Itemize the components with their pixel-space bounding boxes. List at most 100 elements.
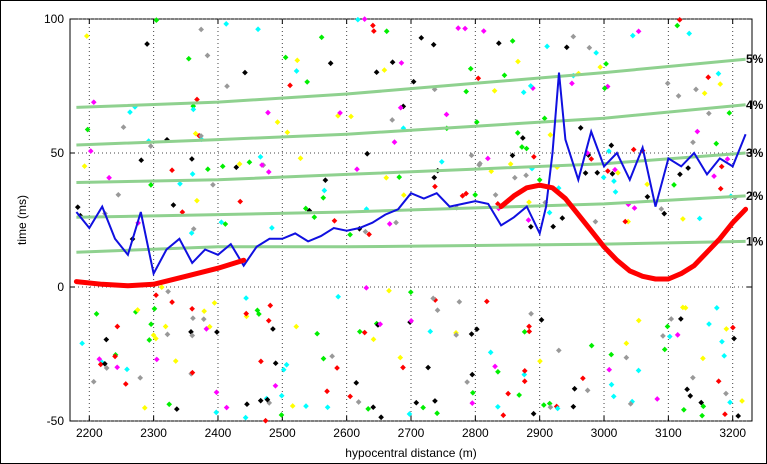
scatter-point xyxy=(280,366,287,373)
scatter-point xyxy=(355,16,361,23)
scatter-point xyxy=(243,310,250,317)
scatter-point xyxy=(715,378,722,385)
scatter-point xyxy=(287,82,293,89)
x-tick-label: 3000 xyxy=(591,426,618,440)
scatter-point xyxy=(246,159,253,166)
scatter-point xyxy=(731,335,737,342)
scatter-point xyxy=(329,353,335,360)
scatter-point xyxy=(284,129,291,136)
scatter-point xyxy=(120,124,127,131)
scatter-point xyxy=(660,333,666,339)
scatter-point xyxy=(644,193,651,200)
scatter-point xyxy=(713,305,720,311)
scatter-point xyxy=(627,401,634,407)
scatter-point xyxy=(719,338,725,345)
scatter-point xyxy=(257,154,264,160)
scatter-point xyxy=(356,328,363,335)
red-curve-group xyxy=(73,182,749,289)
scatter-point xyxy=(521,368,528,374)
scatter-point xyxy=(259,162,265,168)
scatter-point xyxy=(74,204,81,210)
scatter-point xyxy=(675,93,682,99)
scatter-point xyxy=(699,412,705,419)
scatter-point xyxy=(698,399,705,406)
scatter-point xyxy=(519,135,526,141)
scatter-point xyxy=(425,364,431,371)
percent-curve xyxy=(76,103,746,147)
scatter-point xyxy=(396,174,403,180)
scatter-point xyxy=(687,393,694,399)
scatter-point xyxy=(521,328,528,335)
scatter-point xyxy=(254,307,261,314)
scatter-point xyxy=(147,143,154,149)
scatter-point xyxy=(153,17,160,23)
scatter-point xyxy=(682,305,689,311)
scatter-point xyxy=(151,305,158,312)
scatter-point xyxy=(467,65,474,72)
scatter-point xyxy=(194,96,200,103)
scatter-point xyxy=(485,155,491,162)
scatter-point xyxy=(219,163,226,170)
scatter-point xyxy=(515,58,521,65)
scatter-point xyxy=(243,295,249,301)
y-tick-label: 50 xyxy=(51,146,65,160)
x-tick-label: 2600 xyxy=(333,426,360,440)
scatter-point xyxy=(706,321,712,327)
scatter-point xyxy=(668,316,675,322)
scatter-point xyxy=(192,130,199,137)
scatter-point xyxy=(407,289,414,296)
scatter-point xyxy=(525,217,532,223)
scatter-point xyxy=(453,332,460,338)
scatter-point xyxy=(331,217,338,224)
scatter-point xyxy=(505,390,511,397)
scatter-point xyxy=(194,197,200,204)
scatter-point xyxy=(114,364,121,371)
scatter-point xyxy=(463,88,470,95)
scatter-point xyxy=(324,388,330,395)
scatter-point xyxy=(81,163,88,170)
scatter-point xyxy=(122,381,129,387)
y-tick-label: 0 xyxy=(57,280,64,294)
scatter-point xyxy=(255,26,261,33)
x-tick-label: 2700 xyxy=(398,426,425,440)
scatter-point xyxy=(112,353,118,360)
scatter-point xyxy=(115,191,122,198)
scatter-point xyxy=(606,148,612,155)
scatter-point xyxy=(406,411,413,417)
scatter-point xyxy=(717,81,724,87)
scatter-point xyxy=(103,365,110,371)
scatter-point xyxy=(347,393,353,400)
scatter-point xyxy=(721,352,728,359)
scatter-point xyxy=(547,132,554,138)
scatter-point xyxy=(631,205,638,211)
scatter-point xyxy=(304,79,311,85)
scatter-point xyxy=(464,379,470,385)
scatter-point xyxy=(213,409,220,416)
blue-trace xyxy=(75,72,747,277)
scatter-point xyxy=(546,400,553,407)
scatter-point xyxy=(383,28,390,35)
scatter-point xyxy=(189,171,196,177)
scatter-point xyxy=(198,26,204,33)
scatter-point xyxy=(474,326,480,333)
percent-label: 1% xyxy=(746,234,764,248)
x-tick-label: 2400 xyxy=(205,426,232,440)
scatter-point xyxy=(462,25,468,32)
scatter-point xyxy=(684,386,690,393)
scatter-point xyxy=(604,168,611,174)
scatter-point xyxy=(389,117,396,123)
scatter-point xyxy=(635,367,642,374)
scatter-point xyxy=(302,205,309,212)
scatter-point xyxy=(597,64,604,70)
scatter-point xyxy=(264,396,271,403)
scatter-point xyxy=(723,326,730,332)
scatter-point xyxy=(265,109,271,116)
scatter-point xyxy=(526,199,532,205)
scatter-point xyxy=(443,111,450,118)
scatter-point xyxy=(690,139,696,146)
scatter-point xyxy=(615,169,621,176)
scatter-point xyxy=(495,368,501,375)
scatter-point xyxy=(172,358,179,364)
x-axis-label: hypocentral distance (m) xyxy=(345,446,476,460)
